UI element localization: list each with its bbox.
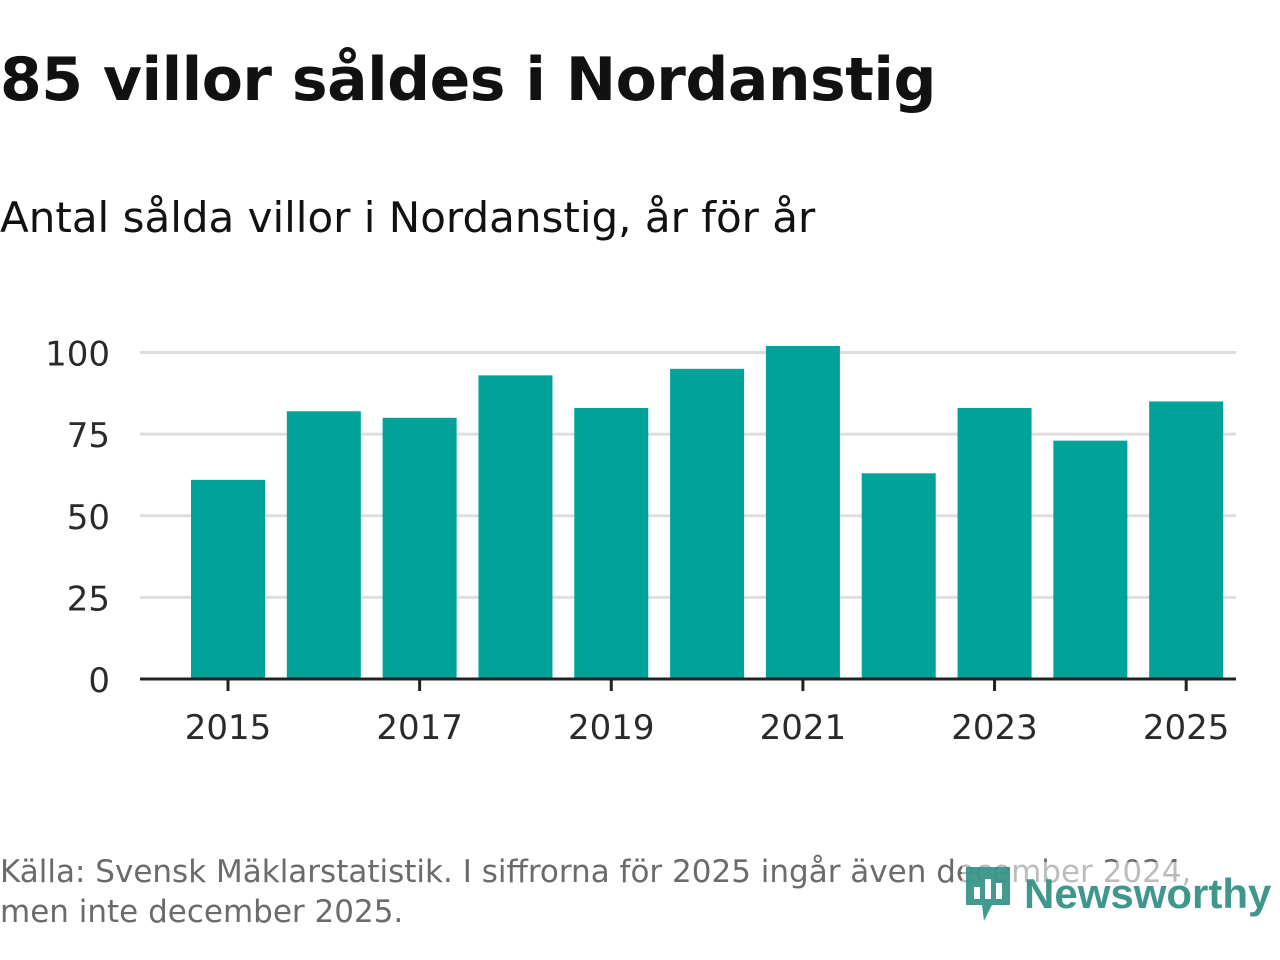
bar-2020 [670, 368, 745, 679]
bar-2024 [1053, 440, 1128, 679]
bars [191, 345, 1224, 679]
y-tick-label: 75 [67, 416, 110, 456]
bar-2025 [1149, 401, 1224, 679]
bar-2019 [574, 408, 649, 679]
y-tick-label: 50 [67, 498, 110, 538]
newsworthy-logo-icon [966, 867, 1010, 921]
x-tick-label: 2017 [376, 708, 463, 748]
x-tick-label: 2015 [185, 708, 272, 748]
y-tick-label: 0 [88, 661, 110, 701]
bar-2017 [382, 417, 457, 679]
y-tick-label: 100 [45, 335, 110, 375]
source-line-2: men inte december 2025. [0, 894, 404, 930]
x-tick-label: 2021 [760, 708, 847, 748]
x-tick-label: 2023 [951, 708, 1038, 748]
bar-2016 [286, 411, 361, 679]
bar-chart: 0 25 50 75 100 2015 2017 2019 2021 2023 2025 [45, 335, 1236, 748]
chart-title: 85 villor såldes i Nordanstig [0, 45, 936, 115]
bar-2018 [478, 375, 553, 679]
y-axis-ticks: 0 25 50 75 100 [45, 335, 110, 702]
chart-subtitle: Antal sålda villor i Nordanstig, år för … [0, 193, 816, 242]
x-axis-ticks: 2015 2017 2019 2021 2023 2025 [185, 679, 1230, 748]
bar-2021 [765, 345, 840, 679]
bar-2015 [191, 479, 265, 679]
x-tick-label: 2019 [568, 708, 655, 748]
y-tick-label: 25 [67, 579, 110, 619]
newsworthy-logo-text: Newsworthy [1024, 870, 1272, 917]
x-tick-label: 2025 [1143, 708, 1230, 748]
bar-2022 [861, 473, 936, 679]
newsworthy-logo: Newsworthy [962, 862, 1272, 926]
bar-2023 [957, 408, 1032, 679]
